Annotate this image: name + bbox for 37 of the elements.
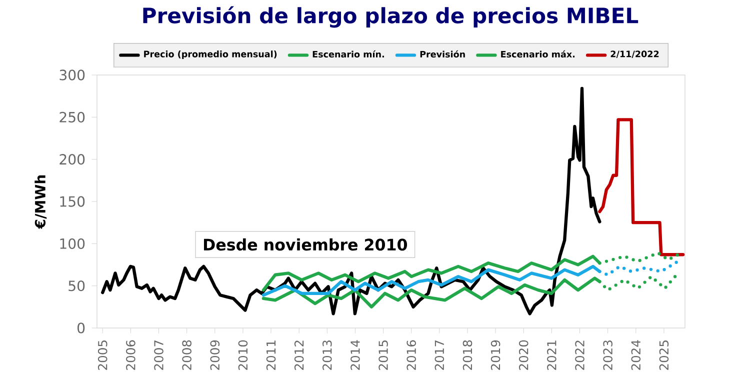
y-tick-label: 300 bbox=[60, 70, 85, 80]
y-tick-label: 250 bbox=[60, 112, 85, 122]
x-tick-label: 2022 bbox=[575, 340, 584, 370]
x-tick-label: 2023 bbox=[603, 340, 612, 370]
y-tick-label: 0 bbox=[78, 322, 85, 334]
x-tick-label: 2015 bbox=[378, 340, 388, 370]
x-tick-label: 2016 bbox=[406, 340, 416, 370]
line-series bbox=[598, 118, 685, 256]
x-tick-label: 2014 bbox=[350, 340, 360, 370]
x-tick-label: 2007 bbox=[154, 340, 164, 370]
legend-label: Escenario máx. bbox=[501, 50, 575, 58]
y-tick-label: 200 bbox=[60, 154, 85, 165]
chart-title: Previsión de largo plazo de precios MIBEL bbox=[143, 6, 638, 28]
y-tick-label: 100 bbox=[60, 238, 85, 249]
x-tick-label: 2017 bbox=[434, 340, 444, 370]
x-tick-label: 2009 bbox=[210, 340, 220, 370]
x-tick-label: 2019 bbox=[490, 340, 500, 370]
y-axis-title: €/MWh bbox=[34, 175, 47, 229]
x-tick-label: 2011 bbox=[266, 340, 276, 370]
legend-label: 2/11/2022 bbox=[610, 50, 659, 58]
legend-label: Escenario mín. bbox=[312, 50, 384, 58]
y-tick-label: 50 bbox=[68, 280, 85, 292]
x-tick-label: 2006 bbox=[126, 340, 136, 370]
x-tick-label: 2013 bbox=[322, 340, 332, 370]
legend-label: Previsión bbox=[420, 50, 465, 58]
x-tick-label: 2020 bbox=[518, 340, 528, 370]
y-tick-label: 150 bbox=[60, 196, 85, 207]
x-tick-label: 2021 bbox=[547, 340, 556, 370]
x-tick-label: 2024 bbox=[631, 340, 641, 370]
legend-label: Precio (promedio mensual) bbox=[144, 50, 277, 60]
x-tick-label: 2018 bbox=[462, 340, 472, 370]
x-tick-label: 2010 bbox=[238, 340, 248, 370]
x-tick-label: 2012 bbox=[294, 340, 304, 370]
x-tick-label: 2005 bbox=[98, 340, 108, 370]
x-tick-label: 2008 bbox=[182, 340, 192, 370]
x-tick-label: 2025 bbox=[659, 340, 669, 370]
annotation: Desde noviembre 2010 bbox=[204, 238, 408, 251]
